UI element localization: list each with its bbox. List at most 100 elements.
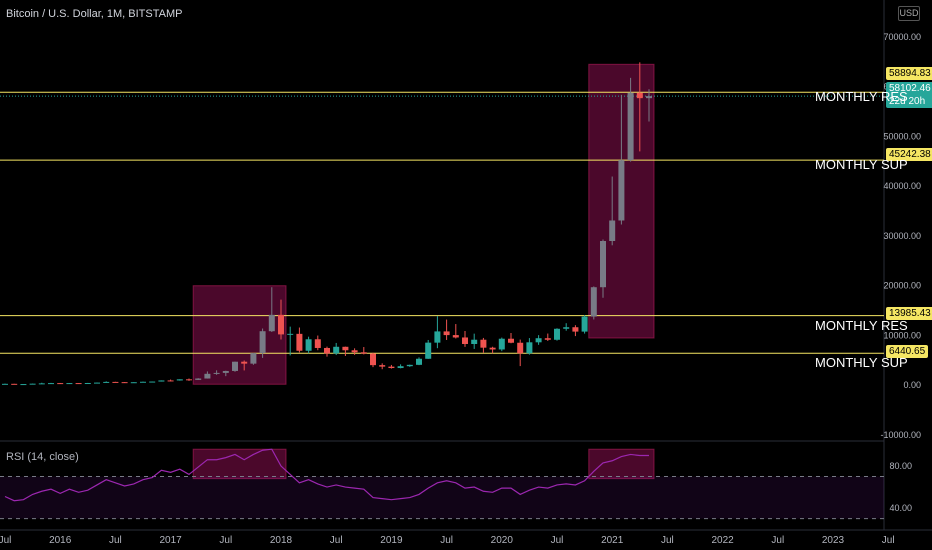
- candle-body-2019-02: [397, 366, 404, 369]
- candle-body-2018-10: [360, 352, 367, 354]
- level-tag-6440: 6440.65: [886, 345, 929, 358]
- candle-body-2019-11: [480, 339, 487, 348]
- candle-body-2018-04: [305, 339, 312, 351]
- time-tick-label: 2020: [491, 535, 514, 546]
- candle-body-2016-06: [103, 381, 110, 383]
- time-tick-label: Jul: [882, 535, 895, 546]
- level-tag-45242: 45242.38: [886, 148, 932, 161]
- candle-body-2017-04: [195, 378, 202, 380]
- candle-body-2020-01: [498, 338, 505, 350]
- candle-body-2020-04: [526, 342, 533, 354]
- candle-body-2016-03: [75, 383, 82, 385]
- candle-body-2020-05: [535, 338, 542, 343]
- candle-body-2015-11: [38, 383, 45, 385]
- candle-body-2021-05: [646, 96, 652, 99]
- rsi-indicator-label[interactable]: RSI (14, close): [6, 451, 79, 463]
- candle-body-2019-06: [434, 331, 441, 343]
- time-tick-label: Jul: [440, 535, 453, 546]
- candle-body-2018-09: [351, 350, 358, 353]
- candle-body-2019-03: [406, 364, 413, 367]
- time-tick-label: Jul: [330, 535, 343, 546]
- candle-body-2017-08: [232, 361, 238, 371]
- candle-body-2018-07: [333, 346, 340, 354]
- annotation-monthly-res-lower: MONTHLY RES: [815, 318, 908, 333]
- candle-body-2021-01: [609, 220, 616, 242]
- time-tick-label: 2018: [270, 535, 293, 546]
- rsi-highlight-box-0: [192, 448, 287, 480]
- price-tick-label: 20000.00: [883, 281, 921, 291]
- candle-body-2015-10: [29, 383, 36, 385]
- candle-body-2019-09: [462, 337, 468, 344]
- candle-body-2021-02: [618, 160, 625, 221]
- candle-body-2019-07: [443, 331, 450, 336]
- candle-body-2020-10: [581, 316, 588, 332]
- candle-body-2018-08: [342, 346, 349, 351]
- currency-badge[interactable]: USD: [898, 6, 920, 21]
- level-tag-58894: 58894.83: [886, 67, 932, 80]
- candle-body-2020-03: [517, 342, 524, 354]
- candle-body-2018-05: [314, 339, 321, 348]
- annotation-monthly-sup-lower: MONTHLY SUP: [815, 355, 908, 370]
- candle-body-2016-05: [94, 382, 100, 384]
- candle-body-2017-05: [204, 373, 211, 379]
- candle-body-2016-11: [149, 381, 156, 383]
- highlight-box-0: [192, 285, 287, 385]
- time-tick-label: Jul: [0, 535, 11, 546]
- price-tick-label: 10000.00: [883, 330, 921, 340]
- candle-body-2017-03: [186, 379, 192, 381]
- time-tick-label: 2023: [822, 535, 845, 546]
- time-tick-label: Jul: [109, 535, 122, 546]
- candle-body-2021-04: [636, 92, 643, 99]
- candle-body-2015-12: [48, 383, 54, 385]
- candle-body-2019-10: [471, 339, 478, 344]
- candle-body-2016-08: [121, 382, 128, 384]
- candle-body-2020-08: [563, 327, 570, 329]
- candle-body-2019-08: [452, 335, 459, 338]
- candle-body-2016-02: [66, 383, 73, 385]
- price-tick-label: 30000.00: [883, 231, 921, 241]
- time-tick-label: Jul: [661, 535, 674, 546]
- candle-body-2018-02: [287, 333, 294, 335]
- candle-body-2017-09: [241, 361, 248, 364]
- candle-body-2015-09: [20, 384, 27, 386]
- candle-body-2016-10: [140, 381, 146, 383]
- candle-body-2017-12: [268, 314, 275, 332]
- candle-body-2017-02: [176, 379, 183, 381]
- rsi-highlight-box-1: [588, 448, 655, 480]
- time-tick-label: Jul: [771, 535, 784, 546]
- candle-body-2018-11: [370, 353, 376, 366]
- last-price-value: 58102.46: [889, 83, 931, 94]
- candle-body-2017-01: [167, 380, 174, 382]
- time-tick-label: 2016: [49, 535, 72, 546]
- candle-body-2019-05: [425, 342, 432, 359]
- candle-body-2016-01: [57, 383, 64, 385]
- price-tick-label: 0.00: [903, 380, 921, 390]
- candle-body-2016-09: [130, 382, 137, 384]
- candle-body-2018-12: [379, 365, 386, 367]
- rsi-band-fill: [0, 476, 884, 519]
- candle-body-2016-12: [158, 380, 165, 382]
- rsi-tick-label: 80.00: [889, 461, 912, 471]
- candle-body-2018-01: [278, 314, 284, 335]
- candle-body-2015-07: [2, 383, 8, 385]
- candle-body-2020-06: [544, 338, 551, 340]
- annotation-monthly-sup-upper: MONTHLY SUP: [815, 157, 908, 172]
- candle-body-2020-09: [572, 327, 579, 332]
- time-tick-label: 2017: [159, 535, 182, 546]
- candle-body-2019-12: [489, 347, 496, 350]
- candle-body-2020-02: [508, 338, 514, 343]
- chart-title: Bitcoin / U.S. Dollar, 1M, BITSTAMP: [6, 8, 183, 20]
- last-price-tag: 58102.46 22d 20h: [886, 82, 932, 108]
- time-tick-label: 2021: [601, 535, 624, 546]
- candle-body-2021-03: [627, 92, 634, 161]
- time-tick-label: Jul: [219, 535, 232, 546]
- candle-body-2020-11: [590, 287, 597, 317]
- candle-body-2017-10: [250, 353, 257, 364]
- price-tick-label: 70000.00: [883, 32, 921, 42]
- candle-body-2017-06: [213, 372, 220, 374]
- time-tick-label: Jul: [551, 535, 564, 546]
- candle-body-2019-04: [416, 358, 422, 365]
- candle-body-2017-07: [222, 370, 229, 373]
- annotation-monthly-res-upper: MONTHLY RES: [815, 89, 908, 104]
